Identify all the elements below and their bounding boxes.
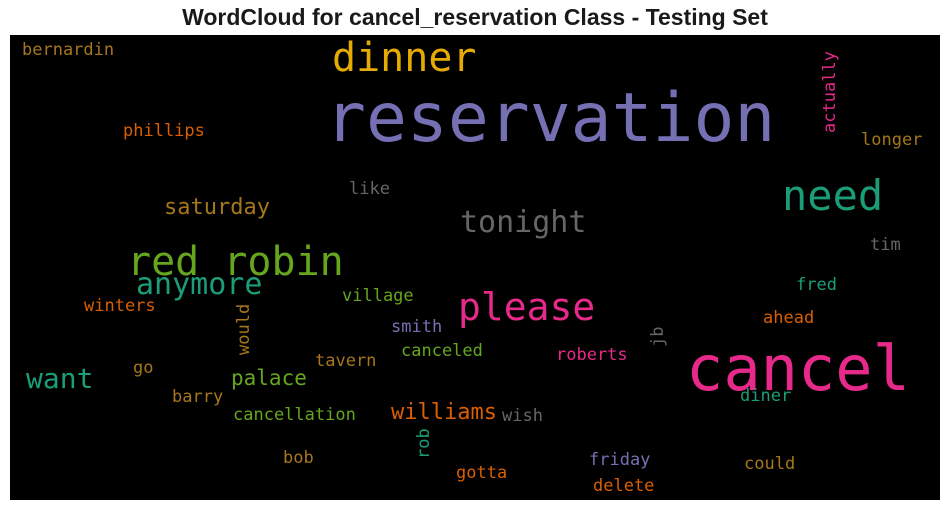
- word-go: go: [133, 358, 154, 378]
- word-barry: barry: [172, 387, 224, 407]
- word-phillips: phillips: [123, 121, 205, 141]
- word-diner: diner: [740, 386, 792, 406]
- word-williams: williams: [391, 400, 497, 425]
- word-winters: winters: [84, 296, 156, 316]
- word-delete: delete: [593, 476, 655, 496]
- word-village: village: [342, 286, 414, 306]
- word-jb: jb: [648, 326, 668, 347]
- word-wish: wish: [502, 406, 543, 426]
- word-gotta: gotta: [456, 463, 508, 483]
- word-need: need: [782, 171, 884, 220]
- word-canceled: canceled: [401, 341, 483, 361]
- word-actually: actually: [820, 51, 840, 133]
- word-bob: bob: [283, 448, 314, 468]
- word-like: like: [349, 179, 390, 199]
- word-saturday: saturday: [164, 195, 270, 220]
- chart-title: WordCloud for cancel_reservation Class -…: [182, 4, 768, 30]
- word-could: could: [744, 454, 796, 474]
- word-roberts: roberts: [556, 345, 628, 365]
- word-smith: smith: [391, 317, 443, 337]
- word-tavern: tavern: [315, 351, 377, 371]
- word-friday: friday: [589, 450, 651, 470]
- word-tonight: tonight: [460, 205, 587, 240]
- word-red-robin: red robin: [127, 239, 344, 285]
- word-palace: palace: [231, 366, 307, 390]
- word-would: would: [234, 303, 254, 355]
- word-want: want: [26, 362, 94, 395]
- word-tim: tim: [870, 235, 901, 255]
- word-bernardin: bernardin: [22, 40, 115, 60]
- word-anymore: anymore: [136, 267, 263, 302]
- word-dinner: dinner: [332, 35, 477, 81]
- wordcloud-canvas: reservation cancel dinner need red robin…: [10, 35, 940, 500]
- word-reservation: reservation: [325, 79, 776, 158]
- word-fred: fred: [796, 275, 837, 295]
- word-longer: longer: [861, 130, 923, 150]
- word-cancel: cancel: [686, 332, 910, 405]
- word-please: please: [458, 285, 596, 329]
- word-rob: rob: [414, 428, 434, 459]
- word-ahead: ahead: [763, 308, 815, 328]
- word-cancellation: cancellation: [233, 405, 356, 425]
